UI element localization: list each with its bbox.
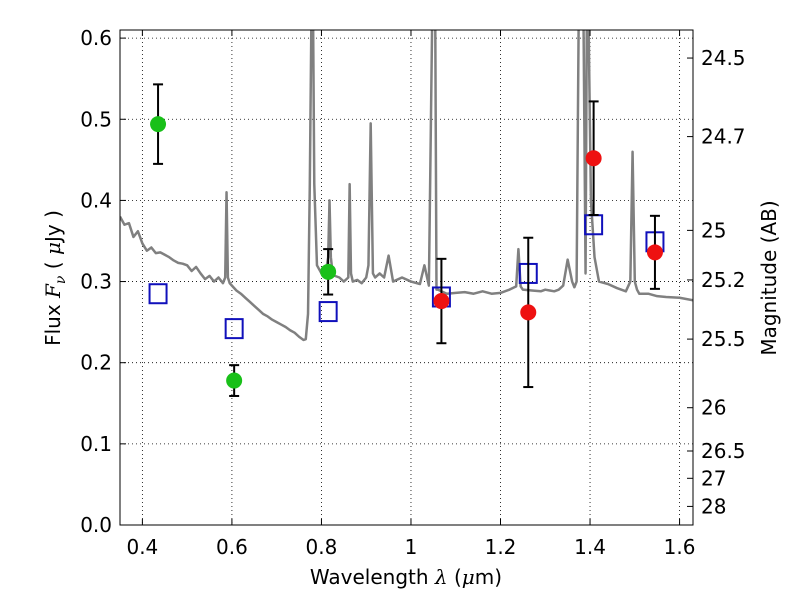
x-axis-label: Wavelength: [310, 565, 429, 589]
model-flux-square: [318, 301, 338, 323]
x-axis-unit-rest: m): [475, 565, 502, 589]
x-tick-label: 0.8: [306, 535, 338, 559]
x-tick-label: 0.4: [126, 535, 158, 559]
x-tick-label: 1.2: [485, 535, 517, 559]
grid-layer: [120, 30, 693, 526]
y-axis-title: Flux Fν ( μJy ): [41, 210, 69, 346]
y-axis-math-subscript: ν: [53, 275, 69, 284]
model-spectrum-layer: [120, 30, 693, 342]
model-flux-square: [224, 318, 244, 340]
x-tick-label: 1.6: [664, 535, 696, 559]
red-data-point: [520, 304, 537, 321]
x-tick-label: 1.4: [574, 535, 606, 559]
y2-tick-label: 24.5: [701, 46, 746, 70]
y-tick-label: 0.1: [80, 432, 112, 456]
y2-tick-label: 26: [701, 396, 726, 420]
x-axis-unit-open: (: [454, 565, 462, 589]
y-axis-unit-rest: Jy ): [41, 210, 65, 244]
y2-tick-label: 25: [701, 218, 726, 242]
y-tick-label: 0.4: [80, 188, 112, 212]
x-axis-math-symbol: λ: [434, 565, 448, 589]
y2-tick-label: 28: [701, 494, 726, 518]
y-tick-label: 0.3: [80, 270, 112, 294]
y-axis-math-symbol: F: [41, 283, 65, 299]
y2-tick-label: 25.5: [701, 327, 746, 351]
model-flux-square: [148, 283, 168, 305]
red-data-point: [585, 150, 602, 167]
ticks-layer: 0.4 0.6 0.8 1 1.2 1.4 1.6 0.0 0.1 0.2 0.3 0.4 0.5 0.6…: [80, 26, 745, 559]
y-tick-label: 0.5: [80, 107, 112, 131]
green-data-point: [226, 372, 243, 389]
y-tick-label: 0.6: [80, 26, 112, 50]
x-tick-label: 0.6: [216, 535, 248, 559]
y-axis-label: Flux: [41, 304, 65, 346]
y-tick-label: 0.0: [80, 513, 112, 537]
y2-tick-label: 24.7: [701, 125, 746, 149]
plot-frame: [119, 29, 694, 526]
y-tick-label: 0.2: [80, 351, 112, 375]
y2-axis-title: Magnitude (AB): [757, 200, 781, 355]
red-data-point: [433, 293, 450, 310]
red-data-point: [646, 244, 663, 261]
y-axis-unit-open: (: [41, 261, 65, 269]
x-axis-title: Wavelength λ (μm): [310, 565, 502, 589]
green-data-point: [150, 116, 167, 133]
y2-tick-label: 27: [701, 466, 726, 490]
y-axis-unit-mu: μ: [41, 242, 65, 255]
data-points-layer: [148, 83, 665, 397]
model-spectrum-line: [120, 30, 693, 342]
green-data-point: [320, 263, 337, 280]
x-axis-unit-mu: μ: [462, 565, 475, 589]
y2-tick-label: 26.5: [701, 439, 746, 463]
y2-tick-label: 25.2: [701, 268, 746, 292]
x-tick-label: 1: [405, 535, 418, 559]
